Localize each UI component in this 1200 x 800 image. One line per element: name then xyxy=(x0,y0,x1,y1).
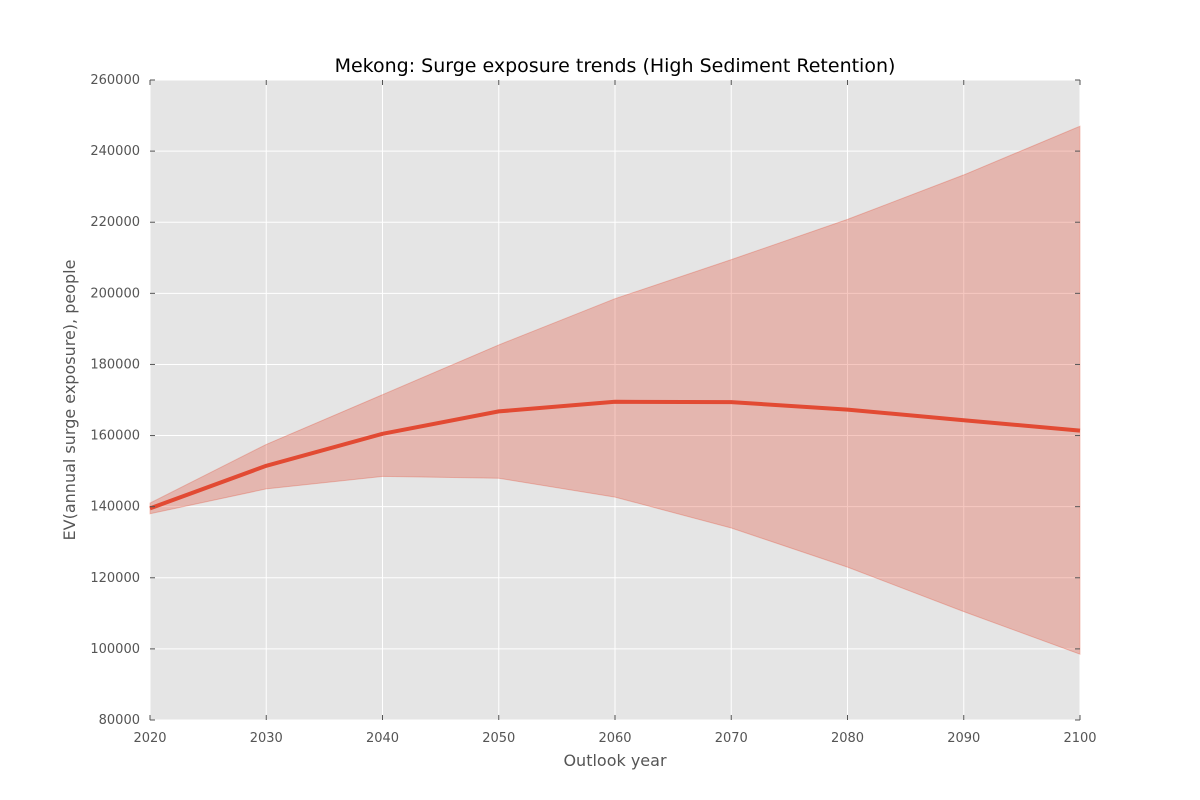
y-tick-label: 140000 xyxy=(90,500,140,515)
y-tick-label: 240000 xyxy=(90,144,140,159)
y-tick-label: 100000 xyxy=(90,642,140,657)
x-tick-label: 2090 xyxy=(947,731,980,746)
x-tick-label: 2030 xyxy=(250,731,283,746)
x-tick-label: 2100 xyxy=(1063,731,1096,746)
x-tick-label: 2080 xyxy=(831,731,864,746)
x-tick-label: 2070 xyxy=(715,731,748,746)
uncertainty-band xyxy=(149,125,1081,655)
y-tick-label: 220000 xyxy=(90,215,140,230)
series-line xyxy=(149,399,1081,511)
x-tick-label: 2040 xyxy=(366,731,399,746)
x-tick-label: 2060 xyxy=(598,731,631,746)
y-tick-label: 180000 xyxy=(90,357,140,372)
y-tick-label: 160000 xyxy=(90,429,140,444)
y-tick-label: 260000 xyxy=(90,73,140,88)
y-tick-label: 120000 xyxy=(90,571,140,586)
x-tick-label: 2020 xyxy=(133,731,166,746)
y-axis-label: EV(annual surge exposure), people xyxy=(60,260,79,541)
uncertainty-band-layer xyxy=(149,125,1081,655)
y-tick-label: 200000 xyxy=(90,286,140,301)
x-tick-label: 2050 xyxy=(482,731,515,746)
tick-labels: 2020 2030 2040 2050 2060 2070 2080 2090 2100 8000… xyxy=(90,73,1096,746)
series-line-layer xyxy=(149,399,1081,511)
y-tick-label: 80000 xyxy=(99,713,140,728)
chart-title: Mekong: Surge exposure trends (High Sedi… xyxy=(335,55,896,77)
x-axis-label: Outlook year xyxy=(563,751,667,770)
axis-ticks xyxy=(149,79,1081,721)
